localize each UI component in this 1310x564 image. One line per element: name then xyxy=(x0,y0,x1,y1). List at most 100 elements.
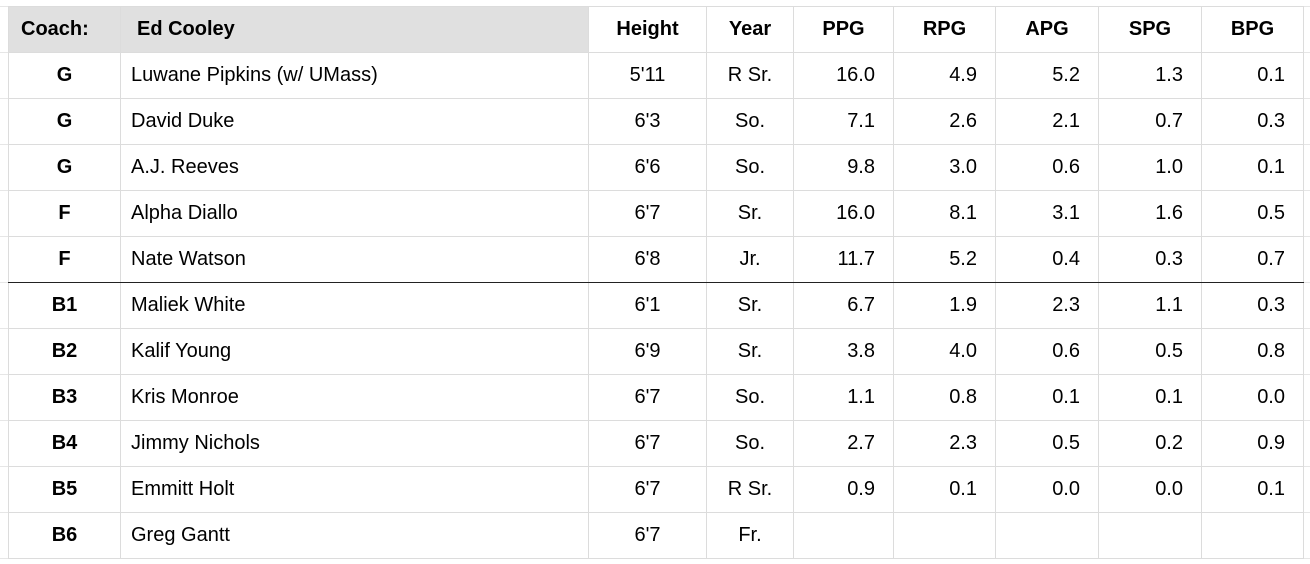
table-cell: 0.6 xyxy=(995,328,1099,375)
table-cell: A.J. Reeves xyxy=(120,144,589,191)
header-cell: RPG xyxy=(893,6,996,53)
table-cell: 0.6 xyxy=(995,144,1099,191)
table-cell: 0.5 xyxy=(1201,190,1304,237)
table-row: B6 Greg Gantt 6'7 Fr. xyxy=(8,512,1304,559)
table-cell: So. xyxy=(706,98,794,145)
table-cell: Sr. xyxy=(706,190,794,237)
table-row: G A.J. Reeves 6'6 So. 9.8 3.0 0.6 1.0 0.1 xyxy=(8,144,1304,191)
table-cell: Alpha Diallo xyxy=(120,190,589,237)
table-cell: Greg Gantt xyxy=(120,512,589,559)
table-cell: Sr. xyxy=(706,282,794,329)
table-cell: 0.8 xyxy=(893,374,996,421)
table-cell: 16.0 xyxy=(793,52,894,99)
table-cell: R Sr. xyxy=(706,466,794,513)
table-cell: 2.3 xyxy=(893,420,996,467)
table-cell: 1.6 xyxy=(1098,190,1202,237)
table-cell: 0.4 xyxy=(995,236,1099,283)
table-cell: 0.1 xyxy=(893,466,996,513)
table-cell: Kalif Young xyxy=(120,328,589,375)
table-cell: 6'3 xyxy=(588,98,707,145)
table-cell: So. xyxy=(706,420,794,467)
table-cell: 3.1 xyxy=(995,190,1099,237)
table-cell: 6.7 xyxy=(793,282,894,329)
table-cell: 6'7 xyxy=(588,466,707,513)
table-cell: 0.1 xyxy=(1201,144,1304,191)
table-cell: 0.9 xyxy=(1201,420,1304,467)
table-row: F Alpha Diallo 6'7 Sr. 16.0 8.1 3.1 1.6 0.5 xyxy=(8,190,1304,237)
header-cell: APG xyxy=(995,6,1099,53)
table-cell: 16.0 xyxy=(793,190,894,237)
table-cell: 0.1 xyxy=(1201,466,1304,513)
table-cell: G xyxy=(8,144,121,191)
table-cell: 6'7 xyxy=(588,190,707,237)
table-cell: 0.5 xyxy=(1098,328,1202,375)
table-cell: 0.1 xyxy=(995,374,1099,421)
table-cell: B4 xyxy=(8,420,121,467)
table-cell: 1.9 xyxy=(893,282,996,329)
table-cell: So. xyxy=(706,374,794,421)
header-cell: Ed Cooley xyxy=(120,6,589,53)
table-cell: 0.0 xyxy=(1098,466,1202,513)
table-cell: 5'11 xyxy=(588,52,707,99)
empty-cell xyxy=(1098,512,1202,559)
table-row: B4 Jimmy Nichols 6'7 So. 2.7 2.3 0.5 0.2 0.9 xyxy=(8,420,1304,467)
table-cell: B1 xyxy=(8,282,121,329)
table-cell: Kris Monroe xyxy=(120,374,589,421)
roster-table: Coach: Ed Cooley Height Year PPG RPG APG SPG BPG… xyxy=(8,6,1304,559)
table-cell: 6'7 xyxy=(588,420,707,467)
header-cell: Height xyxy=(588,6,707,53)
table-cell: B6 xyxy=(8,512,121,559)
table-cell: 3.8 xyxy=(793,328,894,375)
header-cell: SPG xyxy=(1098,6,1202,53)
table-cell: 0.0 xyxy=(1201,374,1304,421)
header-cell: BPG xyxy=(1201,6,1304,53)
table-row: B2 Kalif Young 6'9 Sr. 3.8 4.0 0.6 0.5 0.8 xyxy=(8,328,1304,375)
table-cell: 1.1 xyxy=(793,374,894,421)
table-cell: G xyxy=(8,52,121,99)
table-cell: 5.2 xyxy=(893,236,996,283)
table-cell: David Duke xyxy=(120,98,589,145)
table-cell: Luwane Pipkins (w/ UMass) xyxy=(120,52,589,99)
table-cell: 0.8 xyxy=(1201,328,1304,375)
table-cell: 6'1 xyxy=(588,282,707,329)
table-cell: 6'6 xyxy=(588,144,707,191)
table-cell: 0.9 xyxy=(793,466,894,513)
table-cell: 2.6 xyxy=(893,98,996,145)
table-cell: 6'7 xyxy=(588,512,707,559)
empty-cell xyxy=(793,512,894,559)
table-cell: 8.1 xyxy=(893,190,996,237)
table-cell: 1.1 xyxy=(1098,282,1202,329)
table-row: G Luwane Pipkins (w/ UMass) 5'11 R Sr. 16.0 4… xyxy=(8,52,1304,99)
table-cell: Sr. xyxy=(706,328,794,375)
table-cell: F xyxy=(8,236,121,283)
table-cell: Emmitt Holt xyxy=(120,466,589,513)
header-row: Coach: Ed Cooley Height Year PPG RPG APG SPG BPG xyxy=(8,6,1304,53)
table-cell: 6'9 xyxy=(588,328,707,375)
sheet: Coach: Ed Cooley Height Year PPG RPG APG SPG BPG… xyxy=(8,6,1304,559)
table-cell: R Sr. xyxy=(706,52,794,99)
table-cell: Fr. xyxy=(706,512,794,559)
table-cell: So. xyxy=(706,144,794,191)
table-cell: 0.1 xyxy=(1098,374,1202,421)
table-cell: 1.0 xyxy=(1098,144,1202,191)
table-cell: G xyxy=(8,98,121,145)
table-cell: 0.0 xyxy=(995,466,1099,513)
table-cell: 0.2 xyxy=(1098,420,1202,467)
table-cell: 4.0 xyxy=(893,328,996,375)
table-cell: 6'7 xyxy=(588,374,707,421)
table-cell: 0.1 xyxy=(1201,52,1304,99)
table-cell: 9.8 xyxy=(793,144,894,191)
header-cell: Coach: xyxy=(8,6,121,53)
table-row: B3 Kris Monroe 6'7 So. 1.1 0.8 0.1 0.1 0.0 xyxy=(8,374,1304,421)
table-row: B1 Maliek White 6'1 Sr. 6.7 1.9 2.3 1.1 0.3 xyxy=(8,282,1304,329)
empty-cell xyxy=(1201,512,1304,559)
table-cell: 0.3 xyxy=(1098,236,1202,283)
table-cell: 0.5 xyxy=(995,420,1099,467)
header-cell: Year xyxy=(706,6,794,53)
table-body: G Luwane Pipkins (w/ UMass) 5'11 R Sr. 16.0 4… xyxy=(8,52,1304,559)
table-cell: B3 xyxy=(8,374,121,421)
table-cell: 7.1 xyxy=(793,98,894,145)
table-cell: Jr. xyxy=(706,236,794,283)
table-cell: 0.3 xyxy=(1201,98,1304,145)
